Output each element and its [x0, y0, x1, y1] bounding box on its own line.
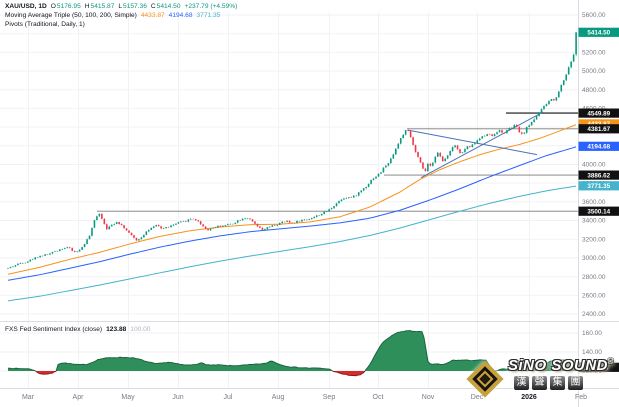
svg-text:3771.35: 3771.35: [587, 183, 610, 190]
axis-badge-3886.62[interactable]: 3886.62: [578, 170, 619, 180]
indicator-tick-label: 140.00: [582, 349, 602, 356]
pivots-legend-row[interactable]: Pivots (Traditional, Daily, 1): [5, 20, 237, 29]
price-axis[interactable]: 2400.00 2600.00 2800.00 3000.00 3200.00 3400.…: [578, 12, 619, 375]
trendline-2[interactable]: [420, 111, 544, 179]
time-tick-label-May: May: [121, 394, 135, 401]
open-label: O: [50, 3, 56, 10]
svg-text:4381.67: 4381.67: [587, 126, 610, 133]
indicator-value: 123.88: [106, 326, 127, 333]
axis-badge-3500.14[interactable]: 3500.14: [578, 206, 619, 216]
time-tick-label-Jun: Jun: [172, 394, 183, 401]
watermark-cjk-row: 漢 聲 集 團: [514, 376, 614, 390]
symbol-title: XAU/USD, 1D: [5, 3, 47, 10]
axis-badge-5414.50[interactable]: 5414.50: [578, 27, 619, 37]
close-value: 5414.50: [156, 3, 181, 10]
sentiment-area-positive[interactable]: [8, 330, 578, 376]
moving-averages: [7, 111, 577, 302]
time-tick-label-Jul: Jul: [224, 394, 233, 401]
price-tick-label: 4000.00: [582, 162, 606, 169]
indicator-legend[interactable]: FXS Fed Sentiment Index (close) 123.88 100…: [5, 325, 150, 334]
price-tick-label: 5600.00: [582, 12, 606, 19]
time-tick-label-Oct: Oct: [373, 394, 384, 401]
open-value: 5176.95: [56, 3, 81, 10]
time-tick-label-Dec: Dec: [471, 394, 484, 401]
axis-badge-123.88[interactable]: 123.88: [578, 362, 619, 372]
cjk-char: 聲: [532, 376, 547, 390]
time-tick-label-Apr: Apr: [73, 394, 85, 401]
grid: [0, 12, 578, 388]
svg-text:4549.89: 4549.89: [587, 110, 610, 117]
close-label: C: [150, 3, 156, 10]
high-value: 5415.87: [90, 3, 115, 10]
high-label: H: [84, 3, 90, 10]
cjk-char: 團: [568, 376, 583, 390]
price-tick-label: 3200.00: [582, 236, 606, 243]
price-tick-label: 2400.00: [582, 311, 606, 318]
price-tick-label: 4800.00: [582, 87, 606, 94]
time-tick-label-Aug: Aug: [272, 394, 285, 401]
time-tick-label-Mar: Mar: [22, 394, 35, 401]
sino-sound-logo-icon: [466, 360, 504, 398]
pivots-indicator-name: Pivots (Traditional, Daily, 1): [5, 21, 85, 28]
time-tick-label-Sep: Sep: [323, 394, 336, 401]
ma50-value: 4433.87: [140, 12, 165, 19]
indicator-tick-label: 160.00: [582, 330, 602, 337]
price-tick-label: 5000.00: [582, 68, 606, 75]
ma100-value: 4194.68: [168, 12, 193, 19]
svg-text:123.88: 123.88: [589, 365, 609, 372]
svg-text:5414.50: 5414.50: [587, 30, 610, 37]
time-tick-label-Feb: Feb: [575, 394, 587, 401]
svg-text:3500.14: 3500.14: [587, 209, 610, 216]
price-tick-label: 3000.00: [582, 255, 606, 262]
change-value: +237.79 (+4.59%): [184, 3, 238, 10]
cjk-char: 漢: [514, 376, 529, 390]
sentiment-line: [7, 330, 578, 372]
ma-line-sma-100[interactable]: [7, 146, 577, 281]
time-tick-label-2026: 2026: [521, 394, 537, 401]
trendline-1[interactable]: [407, 129, 538, 156]
price-tick-label: 3600.00: [582, 199, 606, 206]
time-tick-label-Nov: Nov: [422, 394, 435, 401]
price-tick-label: 2800.00: [582, 274, 606, 281]
price-tick-label: 5200.00: [582, 50, 606, 57]
low-value: 5157.36: [123, 3, 147, 10]
cjk-char: 集: [550, 376, 565, 390]
price-tick-label: 3400.00: [582, 218, 606, 225]
svg-text:3886.62: 3886.62: [587, 172, 610, 179]
horizontal-levels: [97, 112, 578, 212]
low-label: L: [118, 3, 123, 10]
candles[interactable]: [7, 32, 577, 270]
axis-badge-4549.89[interactable]: 4549.89: [578, 108, 619, 118]
chart-legend: XAU/USD, 1D O5176.95 H5415.87 L5157.36 C5414…: [5, 2, 237, 29]
axis-badge-3771.35[interactable]: 3771.35: [578, 181, 619, 191]
svg-text:4194.68: 4194.68: [587, 144, 610, 151]
ma-line-sma-200[interactable]: [7, 185, 577, 302]
registered-mark-icon: ®: [608, 359, 614, 366]
ma200-value: 3771.35: [196, 12, 221, 19]
price-tick-label: 2600.00: [582, 292, 606, 299]
ma-line-sma-50[interactable]: [7, 124, 577, 275]
axis-badge-4381.67[interactable]: 4381.67: [578, 124, 619, 134]
indicator-name: FXS Fed Sentiment Index (close): [5, 326, 103, 333]
indicator-baseline-value: 100.00: [130, 326, 151, 333]
ma-legend-row[interactable]: Moving Average Triple (50, 100, 200, Sim…: [5, 11, 237, 20]
time-axis[interactable]: Mar Apr May Jun Jul Aug Sep Oct Nov Dec 2026 Feb: [22, 394, 587, 401]
symbol-legend-row[interactable]: XAU/USD, 1D O5176.95 H5415.87 L5157.36 C5414…: [5, 2, 237, 11]
axis-badge-4194.68[interactable]: 4194.68: [578, 141, 619, 151]
watermark-brand: SiNO SOUND®: [508, 357, 614, 374]
ma-indicator-name: Moving Average Triple (50, 100, 200, Sim…: [5, 12, 137, 19]
sino-sound-watermark: SiNO SOUND® 漢 聲 集 團: [466, 357, 614, 398]
